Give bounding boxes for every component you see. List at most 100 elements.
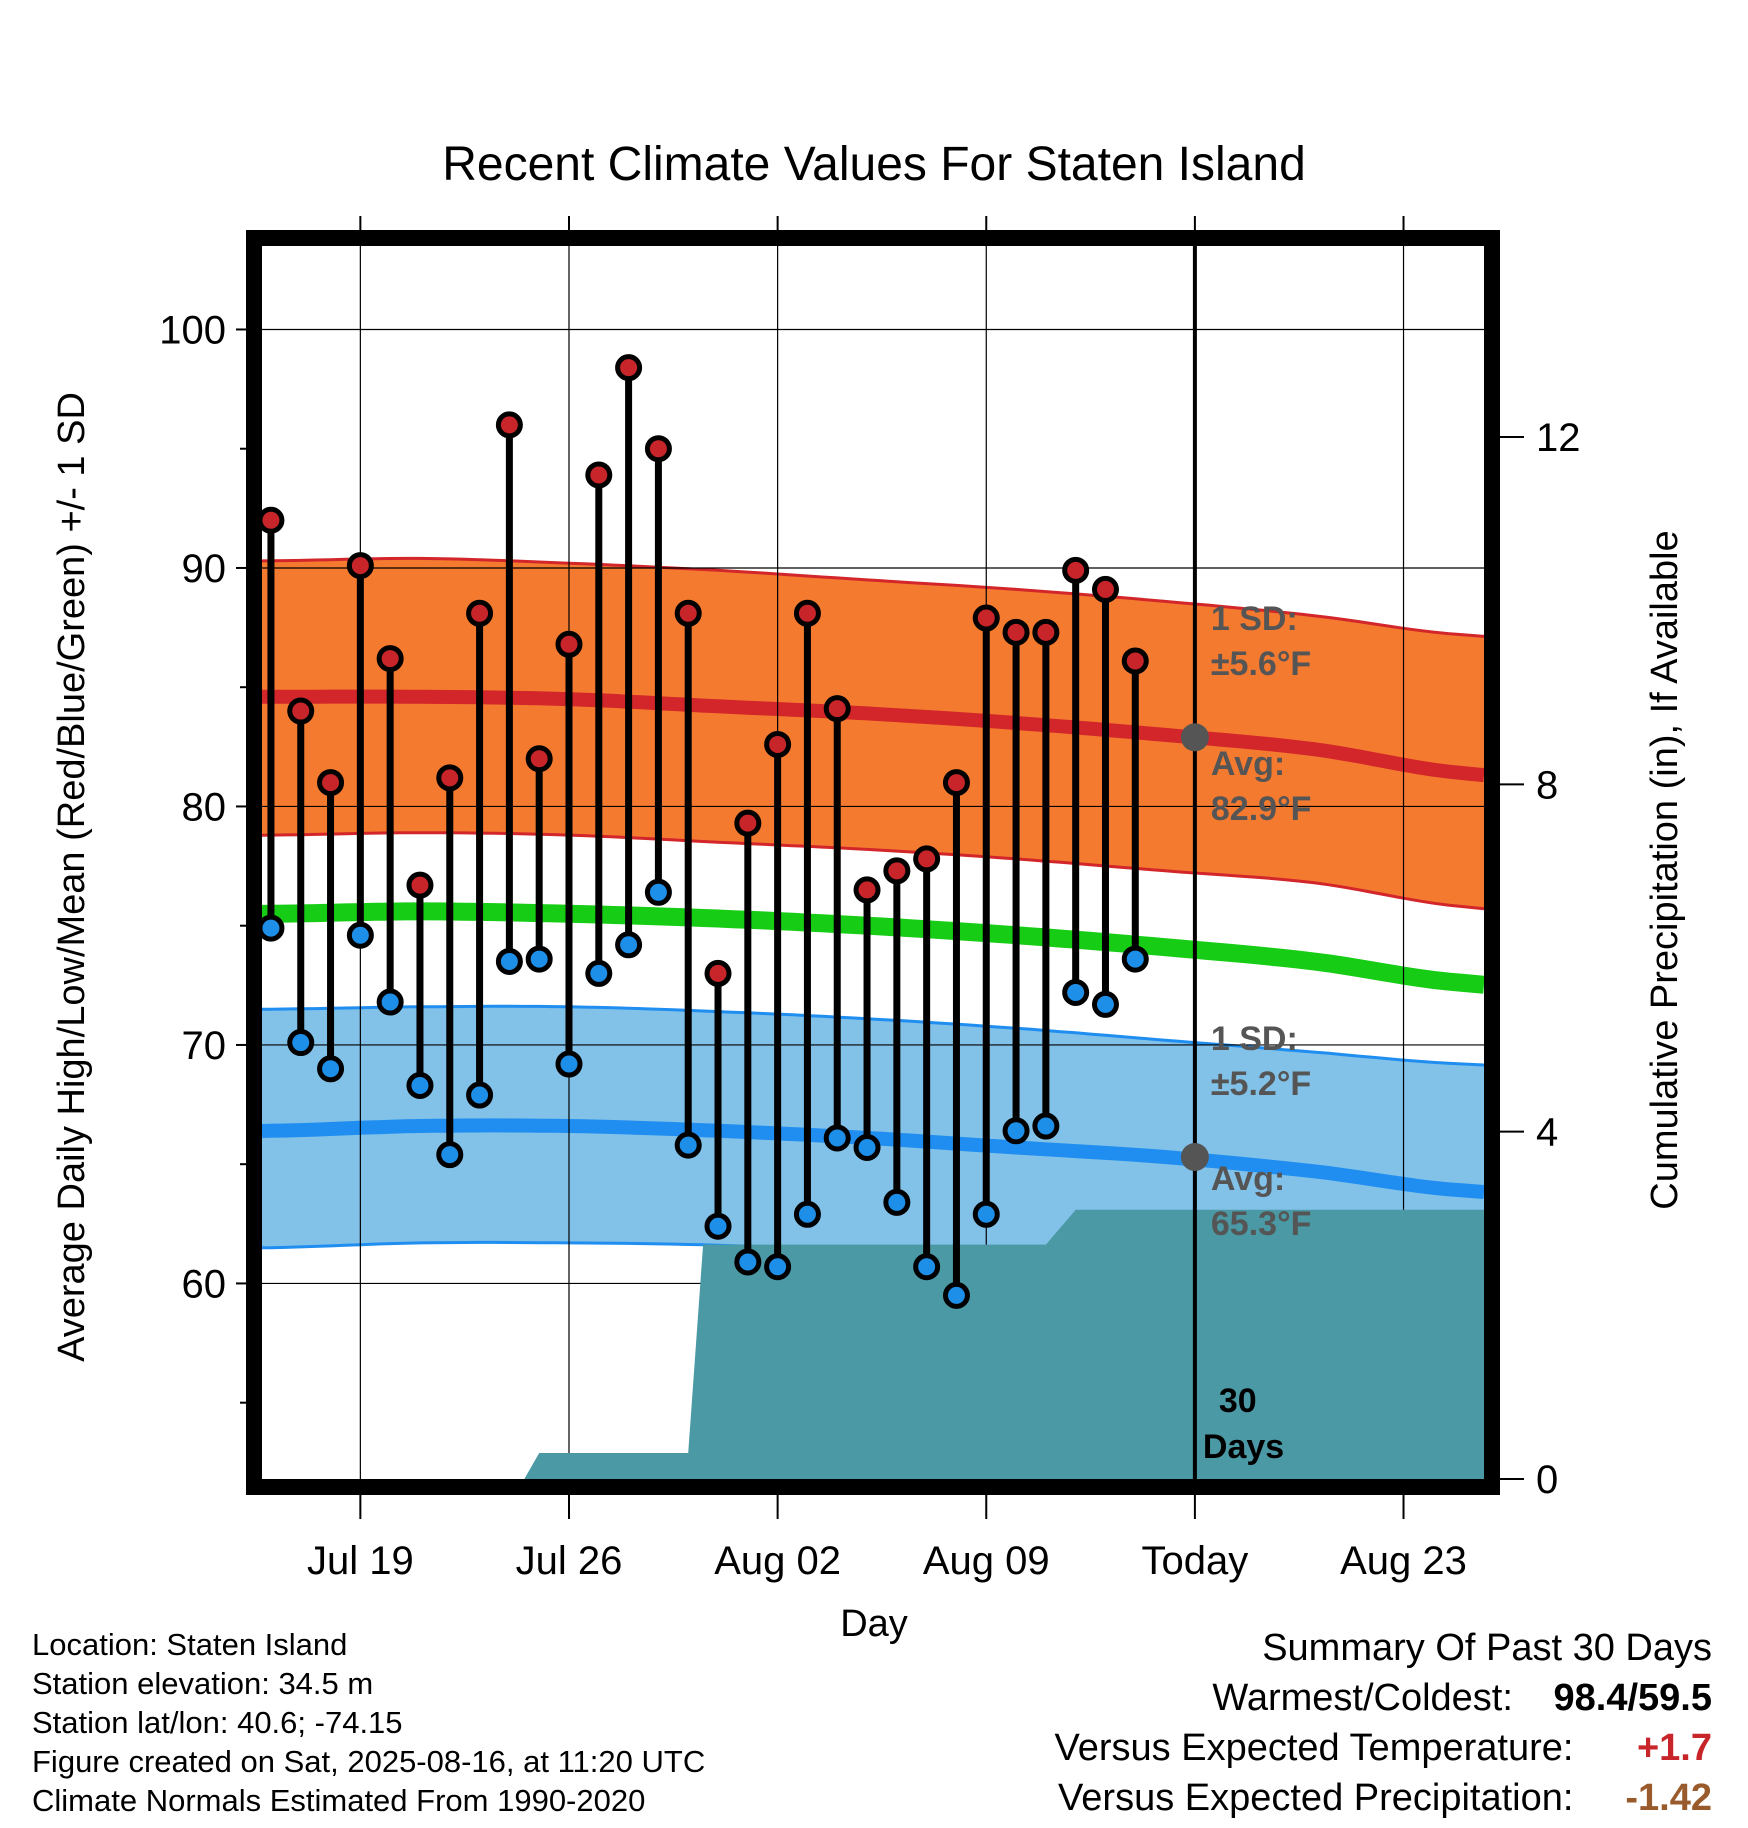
low-temp-point xyxy=(262,914,285,942)
high-temp-point xyxy=(734,809,762,837)
high-temp-point xyxy=(764,730,792,758)
high-avg-value: 82.9°F xyxy=(1211,790,1312,828)
low-temp-point xyxy=(287,1029,315,1057)
low-avg-label: Avg: xyxy=(1211,1160,1285,1198)
summary-title: Summary Of Past 30 Days xyxy=(1262,1627,1712,1669)
precip-anomaly-label: Versus Expected Precipitation: xyxy=(1058,1777,1574,1819)
high-temp-point xyxy=(525,745,553,773)
low-temp-point xyxy=(555,1050,583,1078)
coldest-value: 59.5 xyxy=(1638,1677,1712,1719)
low-temp-point xyxy=(466,1081,494,1109)
y2-tick-label: 4 xyxy=(1536,1111,1558,1155)
low-temp-point xyxy=(913,1253,941,1281)
low-temp-point xyxy=(793,1200,821,1228)
precip-anomaly-value: -1.42 xyxy=(1625,1777,1712,1819)
low-temp-point xyxy=(525,945,553,973)
x-tick-label: Aug 23 xyxy=(1340,1539,1467,1583)
y-tick-label: 100 xyxy=(159,308,226,352)
avg-high-line xyxy=(262,689,1484,783)
x-tick-label: Aug 02 xyxy=(714,1539,841,1583)
plot-frame xyxy=(246,230,1500,1495)
high-temp-point xyxy=(913,845,941,873)
low-temp-point xyxy=(1121,945,1149,973)
high-temp-point xyxy=(376,645,404,673)
high-temp-point xyxy=(262,506,285,534)
high-sd-upper-line xyxy=(262,556,1484,638)
high-avg-label: Avg: xyxy=(1211,745,1285,783)
low-temp-point xyxy=(972,1200,1000,1228)
high-temp-point xyxy=(1091,575,1119,603)
high-temp-point xyxy=(972,604,1000,632)
station-elevation: Station elevation: 34.5 m xyxy=(32,1666,374,1701)
chart-title: Recent Climate Values For Staten Island xyxy=(442,138,1306,191)
low-temp-point xyxy=(495,947,523,975)
y-axis-label: Average Daily High/Low/Mean (Red/Blue/Gr… xyxy=(51,392,93,1362)
high-temp-point xyxy=(346,552,374,580)
low-temp-point xyxy=(823,1124,851,1152)
high-temp-point xyxy=(495,411,523,439)
high-temp-point xyxy=(436,764,464,792)
normals-period: Climate Normals Estimated From 1990-2020 xyxy=(32,1783,646,1818)
low-sd-value: ±5.2°F xyxy=(1211,1065,1311,1103)
low-temp-point xyxy=(615,931,643,959)
low-temp-point xyxy=(764,1253,792,1281)
high-temp-point xyxy=(1032,618,1060,646)
low-temp-point xyxy=(585,959,613,987)
x-tick-label: Jul 26 xyxy=(516,1539,623,1583)
y-tick-label: 60 xyxy=(182,1262,227,1306)
high-sd-lower-line xyxy=(262,831,1484,911)
temp-anomaly-label: Versus Expected Temperature: xyxy=(1054,1727,1574,1769)
x-tick-label: Aug 09 xyxy=(923,1539,1050,1583)
low-temp-point xyxy=(436,1141,464,1169)
y2-axis-label: Cumulative Precipitation (in), If Availa… xyxy=(1644,530,1686,1209)
temp-anomaly-value: +1.7 xyxy=(1636,1727,1712,1769)
high-temp-point xyxy=(317,769,345,797)
low-temp-point xyxy=(942,1281,970,1309)
low-temp-point xyxy=(406,1071,434,1099)
y-tick-label: 80 xyxy=(182,785,227,829)
low-temp-point xyxy=(704,1212,732,1240)
high-temp-point xyxy=(585,461,613,489)
low-temp-point xyxy=(1062,978,1090,1006)
high-temp-point xyxy=(406,871,434,899)
y2-tick-label: 8 xyxy=(1536,763,1558,807)
low-temp-point xyxy=(376,988,404,1016)
y-tick-label: 70 xyxy=(182,1024,227,1068)
high-sd-label: 1 SD: xyxy=(1211,600,1298,638)
high-temp-point xyxy=(853,876,881,904)
low-temp-point xyxy=(853,1133,881,1161)
high-temp-point xyxy=(793,599,821,627)
today-high-normal-marker xyxy=(1180,723,1209,752)
high-temp-point xyxy=(287,697,315,725)
warmest-coldest-label: Warmest/Coldest: xyxy=(1212,1677,1513,1719)
avg-mean-line xyxy=(262,902,1484,994)
low-sd-label: 1 SD: xyxy=(1211,1020,1298,1058)
high-temp-point xyxy=(644,435,672,463)
x-tick-label: Today xyxy=(1142,1539,1249,1583)
station-latlon: Station lat/lon: 40.6; -74.15 xyxy=(32,1705,403,1740)
low-temp-point xyxy=(734,1248,762,1276)
y-tick-label: 90 xyxy=(182,547,227,591)
x-axis-label: Day xyxy=(840,1603,908,1645)
low-temp-point xyxy=(1032,1112,1060,1140)
high-temp-point xyxy=(1062,556,1090,584)
high-temp-point xyxy=(674,599,702,627)
precip-area xyxy=(262,1209,1484,1479)
high-temp-point xyxy=(555,630,583,658)
precip-anomaly-row: Versus Expected Precipitation: -1.42 xyxy=(1055,1773,1712,1823)
x-tick-label: Jul 19 xyxy=(307,1539,414,1583)
high-temp-point xyxy=(615,354,643,382)
summary-panel: Summary Of Past 30 Days Warmest/Coldest:… xyxy=(1055,1623,1712,1823)
warmest-coldest-row: Warmest/Coldest: 98.4/59.5 xyxy=(1212,1677,1712,1719)
station-location: Location: Staten Island xyxy=(32,1627,348,1662)
y2-tick-label: 0 xyxy=(1536,1458,1558,1502)
high-temp-point xyxy=(704,959,732,987)
low-temp-point xyxy=(317,1055,345,1083)
high-temp-point xyxy=(883,857,911,885)
low-temp-point xyxy=(1091,990,1119,1018)
high-temp-point xyxy=(1002,618,1030,646)
y2-tick-label: 12 xyxy=(1536,416,1581,460)
warmest-value: 98.4 xyxy=(1553,1677,1628,1719)
low-avg-value: 65.3°F xyxy=(1211,1205,1312,1243)
